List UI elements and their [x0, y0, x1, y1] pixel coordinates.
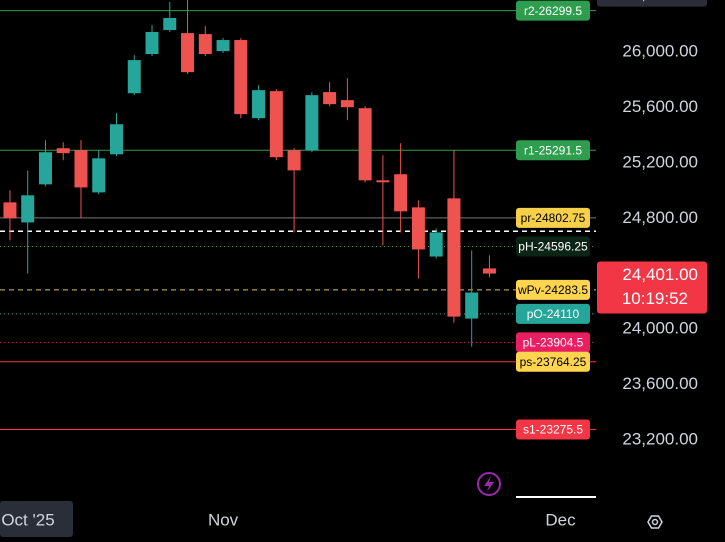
candle-body: [394, 174, 408, 212]
candle-body: [482, 268, 496, 274]
y-tick-label: 24,000.00: [622, 319, 698, 338]
level-label: pO-24110: [527, 307, 580, 321]
level-label: pL-23904.5: [523, 335, 584, 349]
level-tag: [516, 0, 590, 21]
level-label: pr-24802.75: [521, 211, 586, 225]
candle-body: [287, 150, 301, 171]
countdown: 10:19:52: [622, 289, 688, 308]
level-tag: [516, 419, 590, 440]
top-price-tag: [597, 0, 707, 7]
level-label: ps-23764.25: [520, 355, 587, 369]
candle-body: [447, 198, 461, 317]
x-tick-label: Dec: [545, 510, 576, 529]
candle-body: [429, 232, 443, 257]
candle-body: [376, 180, 390, 183]
candle-body: [216, 40, 230, 52]
x-tick-highlight: [0, 501, 73, 537]
last-price-label: 24,401.00: [622, 265, 698, 284]
candle-body: [358, 108, 372, 181]
plot-area: [0, 0, 596, 430]
settings-icon[interactable]: [647, 515, 663, 529]
candle-body: [21, 195, 35, 223]
last-price-tag: [597, 261, 707, 314]
candle-body: [74, 150, 88, 188]
level-tag: [516, 351, 590, 372]
candle-body: [411, 207, 425, 250]
candle-body: [269, 91, 283, 158]
top-price-label: 26,400.75: [622, 0, 698, 3]
candle-body: [198, 34, 212, 55]
level-tag: [516, 332, 590, 353]
level-label: wPv-24283.5: [517, 283, 588, 297]
level-label: r1-25291.5: [524, 143, 582, 157]
level-tag: [516, 303, 590, 324]
y-tick-label: 25,200.00: [622, 152, 698, 171]
candle-body: [465, 292, 479, 319]
level-tag: [516, 236, 590, 257]
candle-body: [56, 148, 70, 154]
x-tick-label: Oct '25: [1, 510, 54, 529]
y-tick-label: 24,800.00: [622, 208, 698, 227]
candle-body: [234, 40, 248, 115]
candle-body: [38, 152, 52, 185]
candle-body: [163, 18, 177, 31]
price-axis: 23,200.00 23,600.00 24,000.00 24,800.00 25,2…: [622, 42, 698, 449]
candle-body: [110, 124, 124, 155]
level-tag: [516, 279, 590, 300]
candle-body: [3, 202, 17, 219]
candle-body: [145, 31, 159, 55]
candle-body: [127, 60, 141, 94]
candle-body: [340, 100, 354, 108]
candle-body: [323, 92, 337, 105]
alert-icon[interactable]: [477, 472, 501, 496]
y-tick-label: 26,000.00: [622, 42, 698, 61]
level-label: pH-24596.25: [518, 240, 588, 254]
y-tick-label: 23,600.00: [622, 374, 698, 393]
y-tick-label: 25,600.00: [622, 97, 698, 116]
level-tag: [516, 140, 590, 161]
level-label: r2-26299.5: [524, 4, 582, 18]
candle-body: [181, 33, 195, 73]
level-label: s1-23275.5: [523, 423, 583, 437]
candle-body: [92, 158, 106, 193]
candle-body: [252, 90, 266, 119]
y-tick-label: 23,200.00: [622, 429, 698, 448]
level-tag: [516, 207, 590, 228]
x-tick-label: Nov: [208, 510, 239, 529]
candle-body: [305, 95, 319, 151]
